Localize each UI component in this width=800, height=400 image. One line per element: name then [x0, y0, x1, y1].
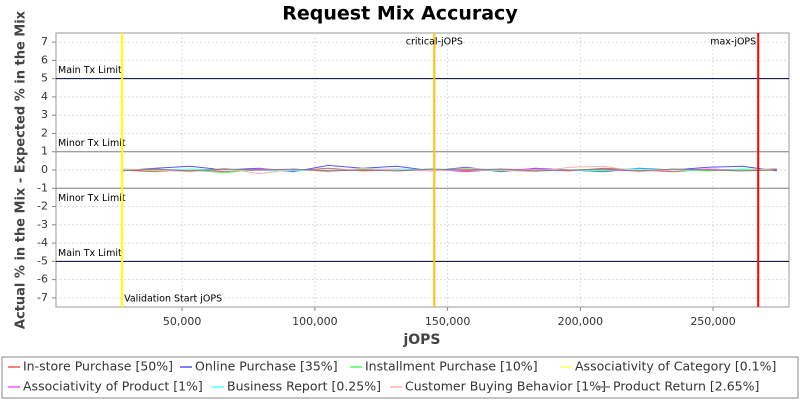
- x-tick-label: 150,000: [425, 315, 471, 328]
- x-tick-label: 50,000: [163, 315, 202, 328]
- legend-label: Installment Purchase [10%]: [365, 359, 538, 374]
- y-tick-label: 5: [41, 72, 48, 85]
- y-tick-label: -7: [37, 291, 48, 304]
- legend-label: Business Report [0.25%]: [227, 379, 381, 394]
- marker-label: max-jOPS: [710, 37, 756, 48]
- y-tick-label: -2: [37, 200, 48, 213]
- legend-label: Associativity of Product [1%]: [23, 379, 203, 394]
- x-tick-label: 250,000: [690, 315, 736, 328]
- legend-label: Customer Buying Behavior [1%]: [405, 379, 606, 394]
- x-tick-label: 200,000: [558, 315, 604, 328]
- chart-title: Request Mix Accuracy: [282, 3, 518, 25]
- y-tick-label: 2: [41, 126, 48, 139]
- y-tick-label: -3: [37, 218, 48, 231]
- y-axis-title: Actual % in the Mix - Expected % in the …: [14, 10, 29, 329]
- legend-label: In-store Purchase [50%]: [23, 359, 173, 374]
- marker-label: critical-jOPS: [406, 37, 463, 48]
- x-axis-title: jOPS: [402, 332, 440, 348]
- y-tick-label: -1: [37, 181, 48, 194]
- y-tick-label: 7: [41, 35, 48, 48]
- y-tick-label: 1: [41, 145, 48, 158]
- y-tick-label: -4: [37, 236, 48, 249]
- legend-label: Associativity of Category [0.1%]: [575, 359, 776, 374]
- y-tick-label: 0: [41, 163, 48, 176]
- legend-label: Online Purchase [35%]: [195, 359, 338, 374]
- y-tick-label: -5: [37, 254, 48, 267]
- y-tick-label: 3: [41, 108, 48, 121]
- x-tick-label: 100,000: [292, 315, 338, 328]
- series-line: [120, 168, 777, 172]
- y-tick-label: -6: [37, 273, 48, 286]
- y-tick-label: 4: [41, 90, 48, 103]
- legend: [1, 356, 799, 399]
- limit-label: Main Tx Limit: [58, 248, 122, 259]
- limit-label: Main Tx Limit: [58, 65, 122, 76]
- limit-label: Minor Tx Limit: [58, 193, 126, 204]
- limit-label: Minor Tx Limit: [58, 138, 126, 149]
- legend-label: Product Return [2.65%]: [613, 379, 759, 394]
- y-tick-label: 6: [41, 53, 48, 66]
- marker-label: Validation Start jOPS: [124, 294, 222, 305]
